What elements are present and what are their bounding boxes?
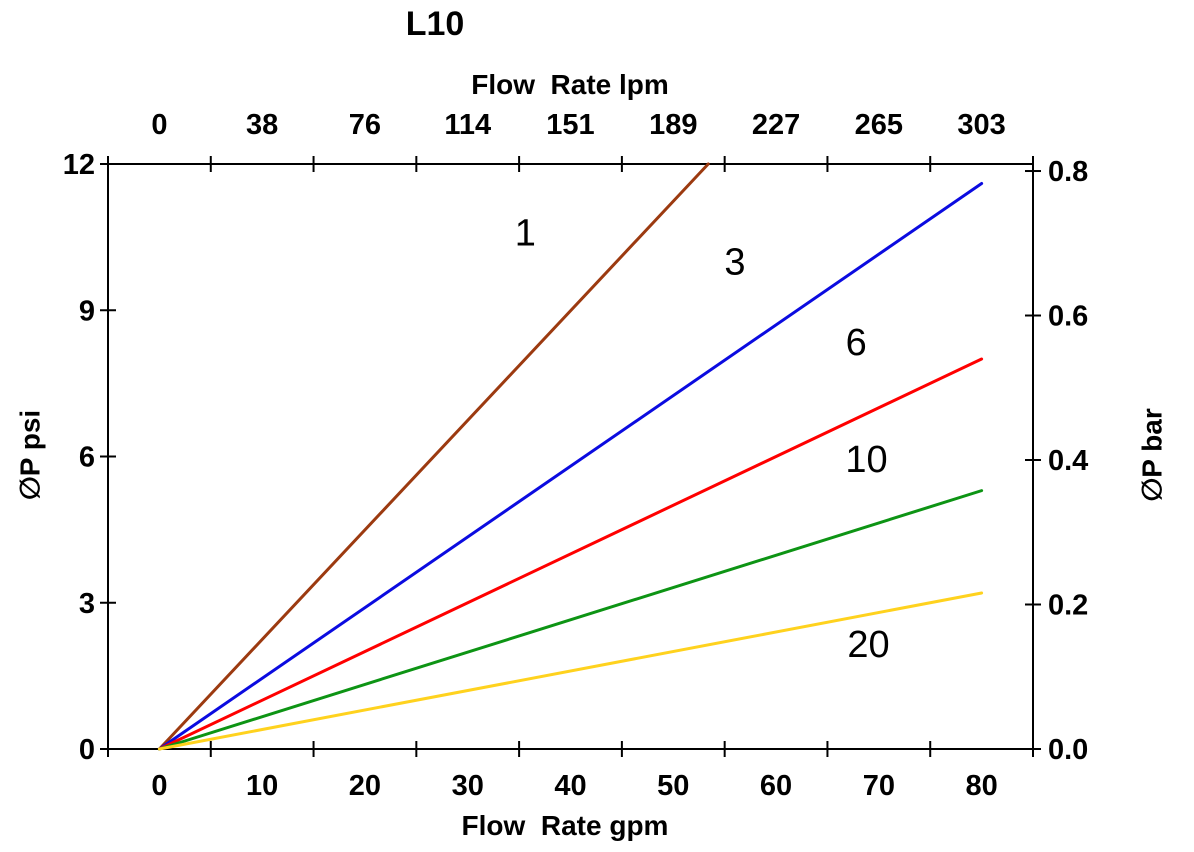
series-line-10 xyxy=(157,489,984,751)
series-label-3: 3 xyxy=(724,242,745,284)
left-axis-tick-label: 12 xyxy=(63,149,95,181)
series-line-3 xyxy=(157,182,984,751)
bottom-axis-tick-label: 0 xyxy=(151,770,167,802)
top-axis-tick-label: 265 xyxy=(855,109,903,141)
top-axis-title: Flow Rate lpm xyxy=(471,69,669,100)
right-axis-tick-label: 0.0 xyxy=(1048,734,1088,766)
top-axis-tick-label: 114 xyxy=(444,109,491,141)
left-axis-tick-label: 9 xyxy=(79,295,95,327)
top-axis-tick-label: 303 xyxy=(957,109,1005,141)
plot-border xyxy=(107,163,1034,750)
series-label-1: 1 xyxy=(515,212,536,254)
left-axis-tick-label: 0 xyxy=(79,734,95,766)
bottom-axis-tick-label: 80 xyxy=(965,770,997,802)
top-axis-tick-label: 0 xyxy=(151,109,167,141)
bottom-axis-tick-label: 20 xyxy=(349,770,381,802)
bottom-axis-tick-label: 60 xyxy=(760,770,792,802)
series-line-20 xyxy=(157,591,984,751)
series-label-20: 20 xyxy=(847,624,889,666)
series-line-1 xyxy=(157,162,710,751)
top-axis-tick-label: 189 xyxy=(649,109,697,141)
right-axis-tick-label: 0.6 xyxy=(1048,301,1088,333)
left-axis-tick-label: 6 xyxy=(79,442,95,474)
left-axis-tick-label: 3 xyxy=(79,588,95,620)
series-label-6: 6 xyxy=(846,322,867,364)
bottom-axis-tick-label: 50 xyxy=(657,770,689,802)
right-axis-tick-label: 0.4 xyxy=(1048,445,1088,477)
bottom-axis-tick-label: 30 xyxy=(452,770,484,802)
bottom-axis-tick-label: 10 xyxy=(246,770,278,802)
bottom-axis-tick-label: 70 xyxy=(863,770,895,802)
bottom-axis-title: Flow Rate gpm xyxy=(461,810,669,841)
bottom-axis-tick-label: 40 xyxy=(554,770,586,802)
top-axis-tick-label: 227 xyxy=(752,109,800,141)
top-axis-tick-label: 38 xyxy=(246,109,278,141)
series-line-6 xyxy=(157,357,984,751)
right-axis-tick-label: 0.2 xyxy=(1048,590,1088,622)
right-axis-tick-label: 0.8 xyxy=(1048,156,1088,188)
chart-title: L10 xyxy=(405,5,465,43)
top-axis-tick-label: 151 xyxy=(546,109,594,141)
top-axis-tick-label: 76 xyxy=(349,109,381,141)
series-label-10: 10 xyxy=(845,439,887,481)
